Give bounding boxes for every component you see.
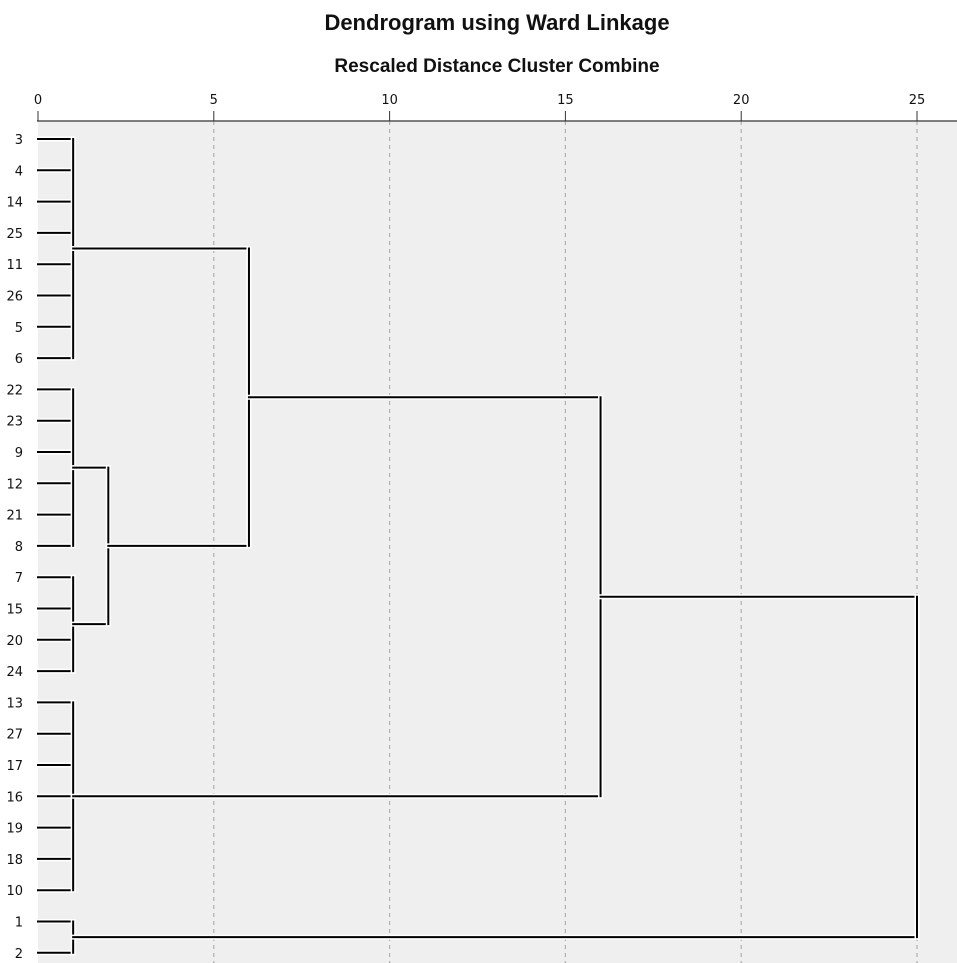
leaf-label: 26 <box>6 290 23 305</box>
leaf-label: 27 <box>6 728 23 743</box>
leaf-label: 11 <box>6 258 23 273</box>
x-tick-label: 20 <box>733 93 750 108</box>
leaf-label: 23 <box>6 415 23 430</box>
leaf-label: 18 <box>6 853 23 868</box>
leaf-label: 2 <box>15 947 23 962</box>
x-tick-label: 25 <box>909 93 926 108</box>
dendrogram-links <box>35 136 920 956</box>
leaf-label: 15 <box>6 603 23 618</box>
leaf-label: 1 <box>15 916 23 931</box>
plot-area <box>38 121 957 963</box>
leaf-label: 19 <box>6 822 23 837</box>
leaf-label: 4 <box>15 164 23 179</box>
leaf-label: 16 <box>6 790 23 805</box>
tick-labels: 0 5 10 15 20 25 <box>34 93 925 108</box>
leaf-label: 8 <box>15 540 23 555</box>
x-tick-label: 15 <box>557 93 574 108</box>
leaf-label: 20 <box>6 634 23 649</box>
leaf-label: 17 <box>6 759 23 774</box>
leaf-label: 9 <box>15 446 23 461</box>
leaf-label: 3 <box>15 133 23 148</box>
leaf-label: 24 <box>6 665 23 680</box>
leaf-label: 14 <box>6 196 23 211</box>
chart-title: Dendrogram using Ward Linkage <box>324 10 669 35</box>
leaf-label: 6 <box>15 352 23 367</box>
leaf-label: 12 <box>6 477 23 492</box>
leaf-labels: 3414251126562223912218715202413271716191… <box>6 133 23 962</box>
axis-layer <box>37 111 957 122</box>
leaf-label: 22 <box>6 383 23 398</box>
leaf-label: 7 <box>15 571 23 586</box>
leaf-label: 21 <box>6 509 23 524</box>
leaf-label: 5 <box>15 321 23 336</box>
x-tick-label: 10 <box>381 93 398 108</box>
leaf-label: 10 <box>6 884 23 899</box>
leaf-label: 25 <box>6 227 23 242</box>
x-tick-label: 0 <box>34 93 42 108</box>
x-tick-label: 5 <box>210 93 218 108</box>
leaf-label: 13 <box>6 696 23 711</box>
axis-label: Rescaled Distance Cluster Combine <box>334 56 659 77</box>
